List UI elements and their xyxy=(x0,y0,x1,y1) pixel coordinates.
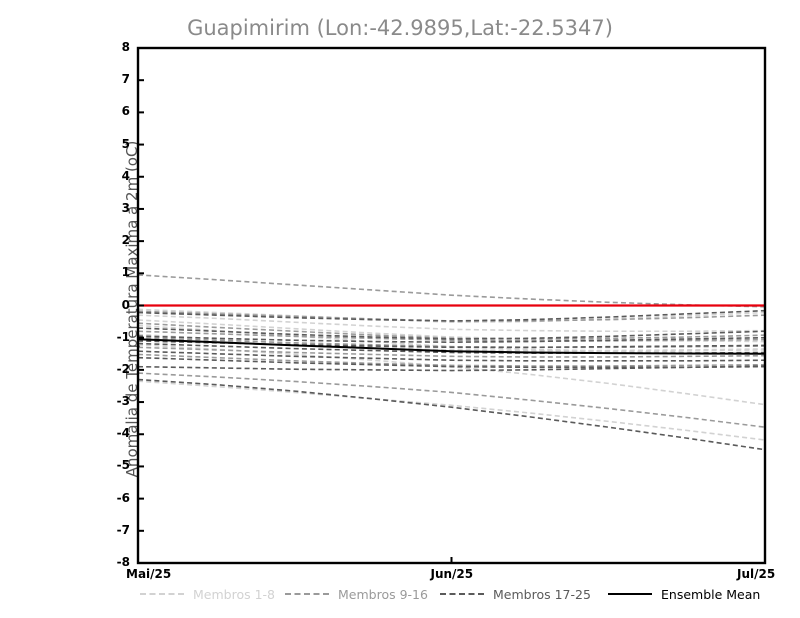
y-axis-tick-label: -1 xyxy=(116,329,130,344)
y-axis-tick-label: 2 xyxy=(121,233,130,248)
series-line xyxy=(138,378,765,451)
series-line xyxy=(138,353,765,367)
legend-swatch xyxy=(140,593,184,595)
y-axis-tick-label: 1 xyxy=(121,265,130,280)
y-axis-tick-label: 7 xyxy=(121,72,130,87)
y-axis-tick-label: -2 xyxy=(116,361,130,376)
series-line xyxy=(138,330,765,342)
legend-entry: Membros 1-8 xyxy=(140,584,275,604)
series-line xyxy=(138,356,765,369)
series-line xyxy=(138,308,765,324)
y-axis-tick-label: -8 xyxy=(116,555,130,569)
legend-swatch xyxy=(440,593,484,595)
legend-label: Membros 1-8 xyxy=(193,586,276,602)
legend-entry: Ensemble Mean xyxy=(608,584,760,604)
y-axis-tick-label: 8 xyxy=(121,40,130,54)
series-line xyxy=(138,346,765,358)
series-line xyxy=(138,314,765,333)
series-line xyxy=(138,338,765,352)
y-axis-tick-label: 5 xyxy=(121,136,130,151)
series-line xyxy=(138,340,765,349)
series-line xyxy=(138,309,765,322)
series-line xyxy=(138,274,765,308)
y-axis-tick-label: -4 xyxy=(116,426,130,441)
legend-entry: Membros 17-25 xyxy=(440,584,591,604)
y-axis-tick-label: -7 xyxy=(116,522,130,537)
series-line xyxy=(138,342,765,354)
y-axis-tick-label: 3 xyxy=(121,200,130,215)
series-line xyxy=(138,372,765,428)
series-line xyxy=(138,380,765,441)
y-axis-tick-label: 4 xyxy=(121,168,130,183)
legend-swatch xyxy=(285,593,329,595)
chart-legend: Membros 1-8 Membros 9-16 Membros 17-25 Ense… xyxy=(0,584,800,606)
y-axis-tick-label: 0 xyxy=(121,297,130,312)
legend-label: Ensemble Mean xyxy=(661,586,761,602)
series-line xyxy=(138,365,765,372)
ensemble-mean-line xyxy=(138,338,765,355)
x-axis-tick-label: Jul/25 xyxy=(737,567,776,581)
chart-title: Guapimirim (Lon:-42.9895,Lat:-22.5347) xyxy=(187,16,613,40)
legend-entry: Membros 9-16 xyxy=(285,584,428,604)
series-line xyxy=(138,327,765,340)
y-axis-tick-label: -3 xyxy=(116,394,130,409)
x-axis-tick-label: Mai/25 xyxy=(126,567,172,581)
series-line xyxy=(138,335,765,343)
y-axis-tick-label: -6 xyxy=(116,490,130,505)
series-line xyxy=(138,350,765,362)
legend-swatch xyxy=(608,592,652,596)
y-axis-tick-label: -5 xyxy=(116,458,130,473)
legend-label: Membros 9-16 xyxy=(338,586,428,602)
y-axis-tick-label: 6 xyxy=(121,104,130,119)
legend-label: Membros 17-25 xyxy=(493,586,591,602)
x-axis-tick-label: Jun/25 xyxy=(430,567,474,581)
series-line xyxy=(138,319,765,343)
